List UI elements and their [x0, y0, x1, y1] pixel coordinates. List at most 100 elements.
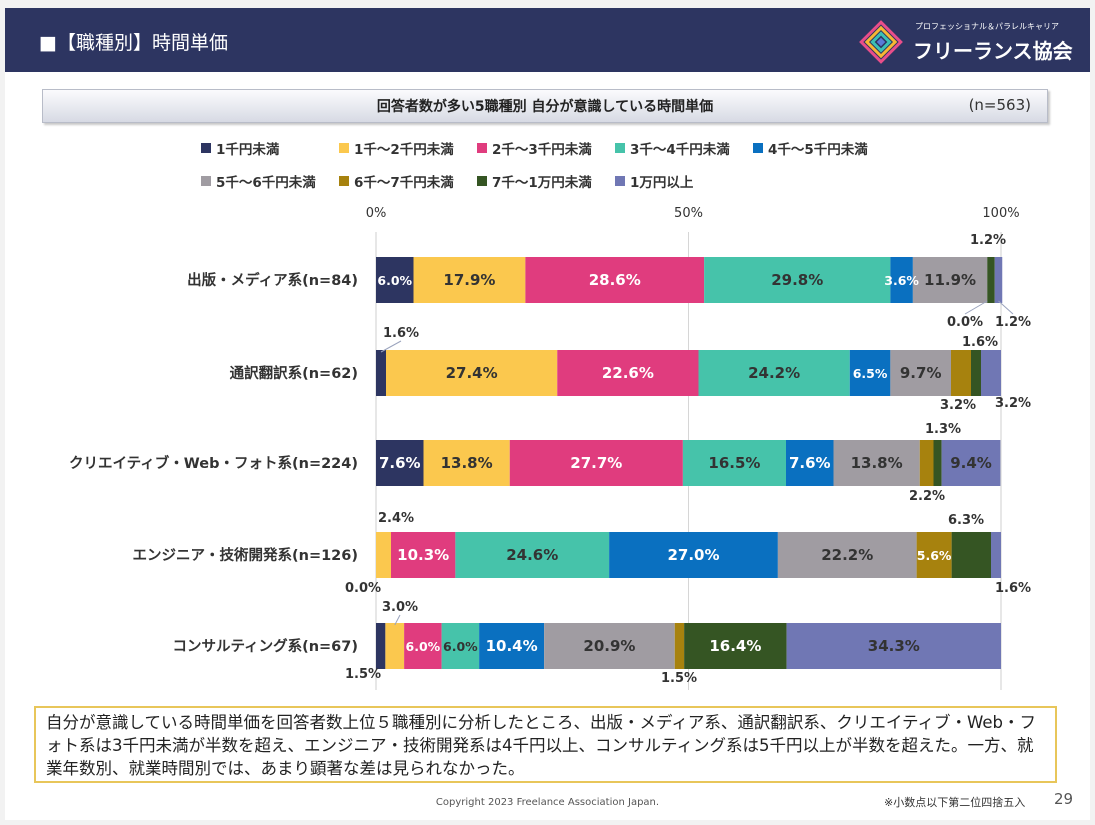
data-label: 27.7%: [570, 454, 622, 472]
category-label: コンサルティング系(n=67): [172, 637, 358, 655]
bar-segment: [376, 532, 391, 578]
legend-item: 1万円以上: [615, 171, 693, 191]
summary-text: 自分が意識している時間単価を回答者数上位５職種別に分析したところ、出版・メディア…: [34, 706, 1057, 783]
slide-background: [5, 8, 1090, 820]
data-label: 3.2%: [995, 396, 1031, 411]
logo-name: フリーランス協会: [913, 39, 1073, 63]
chart-sample-size: (n=563): [968, 96, 1031, 114]
legend-swatch: [201, 143, 211, 153]
page-title: ■【職種別】時間単価: [39, 32, 228, 54]
leader-line: [998, 300, 1014, 315]
data-label: 16.4%: [709, 637, 761, 655]
data-label: 9.4%: [950, 454, 992, 472]
data-label: 1.3%: [925, 422, 961, 437]
bar-segment: [933, 440, 942, 486]
legend-label: 4千～5千円未満: [768, 142, 868, 158]
bar-segment: [951, 350, 971, 396]
bar-segment: [890, 257, 913, 303]
data-label: 1.6%: [995, 581, 1031, 596]
legend-swatch: [339, 176, 349, 186]
bar-segment: [525, 257, 705, 303]
bar-segment: [404, 623, 442, 669]
bar-segment: [479, 623, 545, 669]
data-label: 3.0%: [382, 600, 418, 615]
bar-segment: [777, 532, 917, 578]
bar-segment: [912, 257, 988, 303]
x-tick-label: 0%: [366, 206, 387, 221]
legend-label: 5千～6千円未満: [216, 175, 316, 191]
category-label: エンジニア・技術開発系(n=126): [133, 546, 359, 564]
legend-swatch: [201, 176, 211, 186]
bar-segment: [991, 532, 1001, 578]
legend-item: 5千～6千円未満: [201, 171, 316, 191]
data-label: 1.2%: [995, 315, 1031, 330]
legend-label: 3千～4千円未満: [630, 142, 730, 158]
data-label: 6.0%: [406, 639, 441, 654]
association-logo-icon: [859, 20, 903, 64]
category-label: 出版・メディア系(n=84): [187, 271, 358, 289]
leader-line: [380, 340, 402, 353]
bar-segment: [385, 623, 405, 669]
legend-item: 6千～7千円未満: [339, 171, 454, 191]
chart-title-banner: 回答者数が多い5職種別 自分が意識している時間単価 (n=563): [42, 89, 1048, 123]
data-label: 22.2%: [821, 546, 873, 564]
data-label: 9.7%: [900, 364, 942, 382]
data-label: 0.0%: [345, 581, 381, 596]
legend-swatch: [615, 176, 625, 186]
data-label: 13.8%: [851, 454, 903, 472]
bar-segment: [919, 440, 934, 486]
legend-label: 1万円以上: [630, 175, 694, 191]
x-tick-label: 100%: [982, 206, 1019, 221]
bar-segment: [971, 350, 981, 396]
bar-segment: [557, 350, 699, 396]
bar-segment: [833, 440, 920, 486]
legend-swatch: [339, 143, 349, 153]
data-label: 10.4%: [486, 637, 538, 655]
bar-segment: [376, 440, 424, 486]
bar-segment: [423, 440, 510, 486]
data-label: 28.6%: [589, 271, 641, 289]
bar-segment: [941, 440, 1001, 486]
data-label: 1.5%: [661, 671, 697, 686]
logo-subtitle: プロフェッショナル＆パラレルキャリア: [915, 22, 1059, 31]
legend-label: 7千～1万円未満: [492, 175, 592, 191]
bar-segment: [786, 440, 834, 486]
data-label: 10.3%: [397, 546, 449, 564]
data-label: 27.0%: [667, 546, 719, 564]
legend-item: 3千～4千円未満: [615, 138, 730, 158]
bar-segment: [916, 532, 952, 578]
bar-segment: [951, 532, 991, 578]
slide-header: ■【職種別】時間単価 プロフェッショナル＆パラレルキャリア フリーランス協会: [5, 8, 1090, 72]
data-label: 22.6%: [602, 364, 654, 382]
data-label: 6.5%: [853, 366, 888, 381]
legend-swatch: [477, 143, 487, 153]
chart-title: 回答者数が多い5職種別 自分が意識している時間単価: [376, 99, 714, 115]
bar-segment: [413, 257, 526, 303]
legend-item: 7千～1万円未満: [477, 171, 592, 191]
bar-segment: [609, 532, 778, 578]
data-label: 2.2%: [909, 489, 945, 504]
legend-item: 2千～3千円未満: [477, 138, 592, 158]
data-label: 7.6%: [379, 454, 421, 472]
copyright: Copyright 2023 Freelance Association Jap…: [435, 797, 660, 808]
data-label: 1.6%: [962, 335, 998, 350]
data-label: 0.0%: [947, 315, 983, 330]
bar-segment: [376, 623, 386, 669]
leader-line: [394, 614, 401, 626]
bar-segment: [544, 623, 675, 669]
bar-segment: [684, 623, 787, 669]
data-label: 6.3%: [948, 513, 984, 528]
data-label: 1.6%: [383, 326, 419, 341]
data-label: 29.8%: [771, 271, 823, 289]
legend-swatch: [477, 176, 487, 186]
bar-segment: [441, 623, 480, 669]
data-label: 1.2%: [970, 233, 1006, 248]
legend-swatch: [615, 143, 625, 153]
bar-segment: [386, 350, 558, 396]
data-label: 1.5%: [345, 667, 381, 682]
data-label: 11.9%: [924, 271, 976, 289]
bar-segment: [674, 623, 685, 669]
bar-segment: [376, 350, 386, 396]
data-label: 13.8%: [441, 454, 493, 472]
